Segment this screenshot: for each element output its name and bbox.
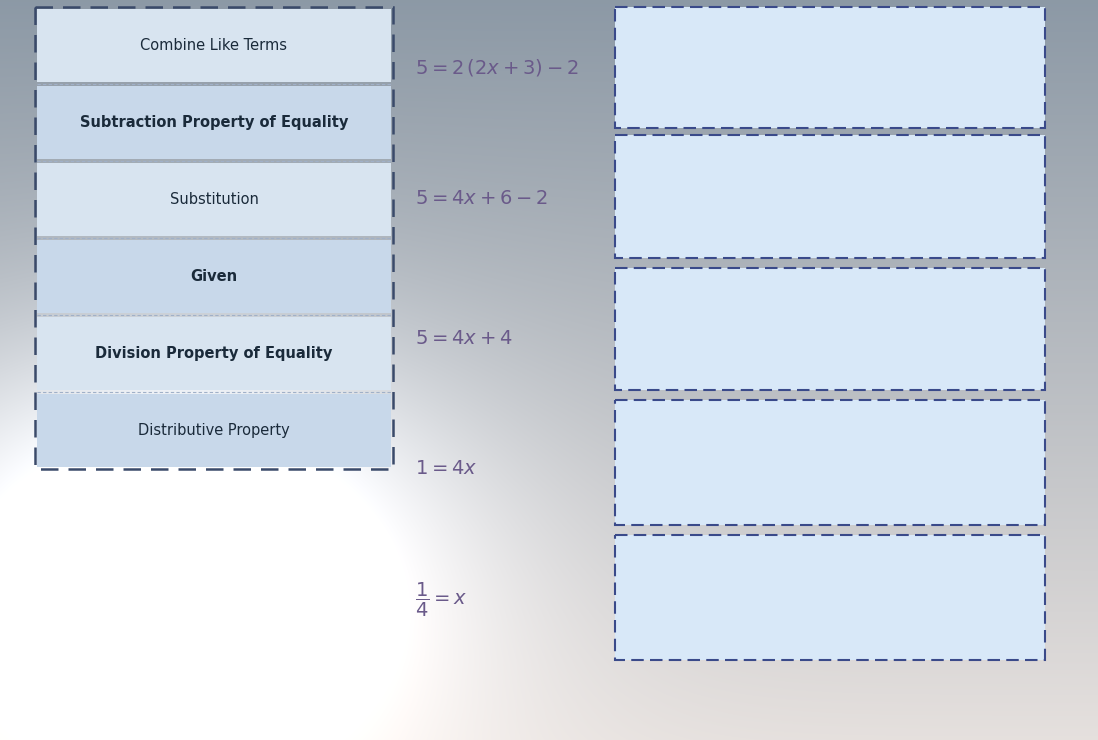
Bar bbox=[37, 86, 391, 159]
Text: $5 = 4x+6-2$: $5 = 4x+6-2$ bbox=[415, 189, 548, 207]
Text: $5 = 2\,(2x+3)-2$: $5 = 2\,(2x+3)-2$ bbox=[415, 58, 579, 78]
Text: $\dfrac{1}{4} = x$: $\dfrac{1}{4} = x$ bbox=[415, 581, 468, 619]
Text: $1 = 4x$: $1 = 4x$ bbox=[415, 459, 478, 477]
Bar bbox=[37, 394, 391, 467]
Text: Combine Like Terms: Combine Like Terms bbox=[141, 38, 288, 53]
Text: Substitution: Substitution bbox=[169, 192, 258, 207]
Text: $5 = 4x+4$: $5 = 4x+4$ bbox=[415, 329, 513, 348]
Bar bbox=[615, 535, 1045, 660]
Bar bbox=[37, 9, 391, 82]
Text: Division Property of Equality: Division Property of Equality bbox=[96, 346, 333, 361]
Bar bbox=[615, 135, 1045, 258]
Text: Distributive Property: Distributive Property bbox=[138, 423, 290, 438]
Bar bbox=[615, 268, 1045, 390]
Bar bbox=[37, 163, 391, 236]
Bar bbox=[37, 240, 391, 313]
Bar bbox=[35, 7, 393, 469]
Bar bbox=[615, 400, 1045, 525]
Text: Subtraction Property of Equality: Subtraction Property of Equality bbox=[80, 115, 348, 130]
Bar bbox=[615, 7, 1045, 128]
Bar bbox=[37, 317, 391, 390]
Text: Given: Given bbox=[190, 269, 237, 284]
